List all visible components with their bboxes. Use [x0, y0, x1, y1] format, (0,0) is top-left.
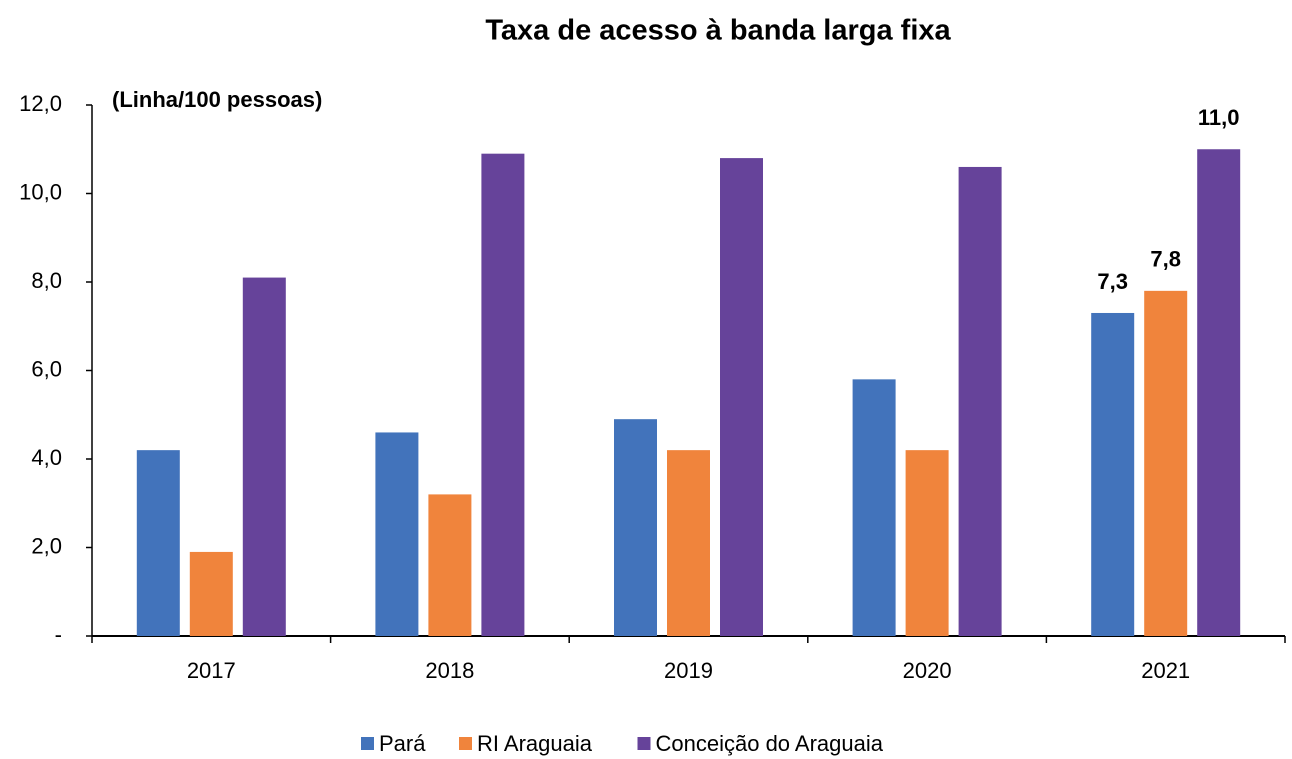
data-label: 7,3 [1097, 269, 1128, 294]
bar [242, 277, 286, 636]
legend-label: Conceição do Araguaia [656, 731, 884, 756]
data-label: 7,8 [1150, 247, 1181, 272]
y-tick-label: 12,0 [19, 91, 62, 116]
bar [1197, 149, 1241, 636]
bar [136, 450, 180, 636]
bar [1144, 290, 1188, 636]
data-label: 11,0 [1198, 105, 1240, 130]
x-tick-label: 2021 [1141, 658, 1190, 683]
x-tick-label: 2019 [664, 658, 713, 683]
y-tick-label: 6,0 [31, 356, 62, 381]
y-tick-label: 10,0 [19, 179, 62, 204]
y-tick-label: 2,0 [31, 533, 62, 558]
y-tick-label: 4,0 [31, 445, 62, 470]
x-tick-label: 2020 [903, 658, 952, 683]
bar [667, 450, 710, 636]
legend-swatch [637, 737, 651, 750]
legend-swatch [459, 737, 472, 750]
bar [720, 158, 763, 636]
y-tick-label: 8,0 [31, 268, 62, 293]
bar [428, 494, 472, 636]
legend-label: Pará [379, 731, 426, 756]
y-axis-label: (Linha/100 pessoas) [112, 87, 322, 112]
x-tick-label: 2018 [425, 658, 474, 683]
chart-title: Taxa de acesso à banda larga fixa [485, 15, 951, 47]
legend-swatch [361, 737, 374, 750]
legend-label: RI Araguaia [477, 731, 593, 756]
bar [189, 551, 233, 636]
y-tick-label: - [55, 622, 62, 647]
bar [614, 419, 657, 636]
bar [852, 379, 896, 636]
bar [1091, 312, 1135, 636]
x-tick-label: 2017 [187, 658, 236, 683]
bar [481, 153, 525, 637]
bar [905, 450, 949, 636]
bar [375, 432, 419, 636]
bar [958, 166, 1002, 636]
